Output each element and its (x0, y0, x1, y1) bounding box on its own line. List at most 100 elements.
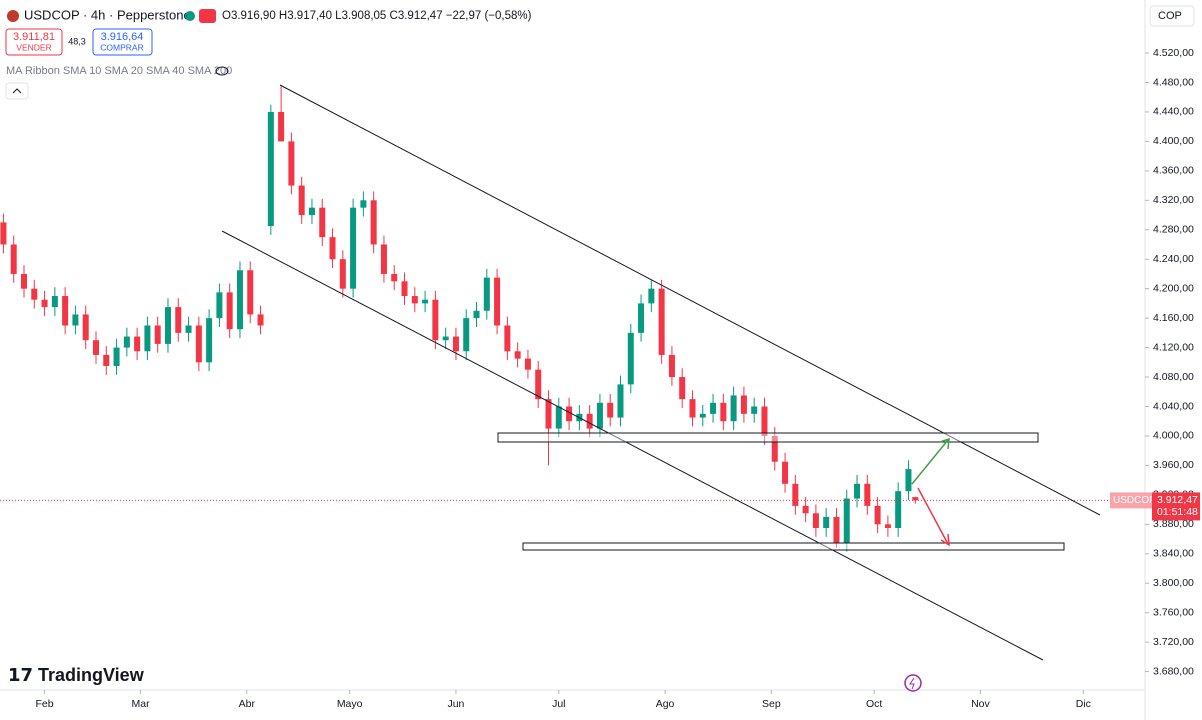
channel-lower (221, 230, 1044, 661)
symbol: USDCOP · 4h · Pepperstone (24, 7, 191, 22)
candle-body (298, 185, 305, 216)
collapse-button[interactable] (5, 82, 29, 100)
buy-button[interactable] (92, 28, 153, 56)
x-tick-label: Abr (239, 698, 256, 710)
brand-logo: 𝟭𝟳 (8, 665, 33, 685)
currency[interactable]: COP (1158, 10, 1182, 22)
candle-body (442, 336, 449, 341)
event-icon[interactable] (904, 674, 922, 692)
x-tick-label: Mayo (337, 698, 363, 710)
candle-body (751, 406, 758, 414)
x-tick-label: Nov (971, 698, 990, 710)
candle-body (854, 483, 861, 499)
candle-body (20, 273, 27, 289)
candle-body (494, 277, 501, 326)
arrows (911, 437, 950, 547)
candle-body (391, 273, 398, 282)
down-arrow (917, 487, 950, 547)
candle-body (154, 325, 161, 344)
candle-body (771, 435, 778, 462)
price-tag-symbol: USDCOP (1113, 495, 1156, 506)
candle-body (730, 395, 737, 422)
candle-body (586, 413, 593, 429)
sell-price[interactable]: 3.911,81 (13, 31, 55, 43)
x-tick-label: Feb (36, 698, 54, 710)
candle-body (710, 402, 717, 414)
candle-body (566, 406, 573, 422)
candle-body (82, 314, 89, 341)
drawings (221, 84, 1101, 661)
candle-body (360, 200, 367, 208)
y-tick-label: 4.000,00 (1153, 430, 1194, 442)
candle-body (0, 222, 7, 245)
candle-body (308, 207, 315, 216)
candle-body (41, 299, 48, 308)
candle-body (329, 237, 336, 260)
candle-body (740, 395, 747, 414)
candle-body (823, 516, 830, 528)
sell-button[interactable] (5, 28, 63, 56)
brand: TradingView (38, 665, 145, 685)
candle-body (206, 318, 213, 363)
y-tick-label: 3.760,00 (1153, 606, 1194, 618)
candle-body (524, 358, 531, 370)
buy-price[interactable]: 3.916,64 (101, 31, 144, 43)
candle-body (339, 259, 346, 289)
candle-body (62, 296, 69, 326)
candle-body (247, 270, 254, 315)
candle-body (483, 277, 490, 311)
y-tick-label: 3.720,00 (1153, 636, 1194, 648)
y-tick-label: 4.400,00 (1153, 135, 1194, 147)
visibility-icon[interactable] (215, 66, 229, 76)
plot (0, 86, 1145, 552)
status-badge[interactable] (199, 9, 216, 23)
candle-body (473, 310, 480, 319)
y-tick-label: 3.880,00 (1153, 518, 1194, 530)
candle-body (545, 399, 552, 429)
y-tick-label: 3.800,00 (1153, 577, 1194, 589)
candle-body (51, 296, 58, 308)
channel-upper (279, 84, 1101, 516)
x-tick-label: Oct (866, 698, 882, 710)
candle-body (689, 399, 696, 418)
y-tick-label: 4.080,00 (1153, 371, 1194, 383)
currency-button[interactable] (1149, 5, 1195, 27)
candle-body (236, 270, 243, 330)
candle-body (350, 207, 357, 289)
price-tag-value: 3.912,47 (1157, 494, 1198, 506)
price-tag-box (1152, 492, 1200, 521)
sell-label[interactable]: VENDER (16, 42, 51, 52)
y-tick-label: 4.160,00 (1153, 312, 1194, 324)
y-tick-label: 4.520,00 (1153, 47, 1194, 59)
candle-body (884, 524, 891, 528)
buy-label[interactable]: COMPRAR (100, 42, 143, 52)
candle-body (782, 461, 789, 484)
y-tick-label: 4.360,00 (1153, 165, 1194, 177)
indicator-legend: MA Ribbon SMA 10 SMA 20 SMA 40 SMA 200 (6, 65, 232, 77)
candle-body (10, 244, 17, 274)
candle-body (761, 406, 768, 436)
candle-body (123, 336, 130, 348)
price-tag-timer: 01:51:48 (1157, 506, 1198, 518)
candle-body (504, 325, 511, 352)
candle-body (802, 505, 809, 514)
candle-body (370, 200, 377, 245)
candle-body (463, 318, 470, 352)
candle-body (555, 406, 562, 429)
y-tick-label: 3.960,00 (1153, 459, 1194, 471)
candle-body (648, 288, 655, 304)
candle-body (113, 347, 120, 366)
price-tag-symbol-box (1110, 492, 1152, 509)
market-status (185, 11, 195, 21)
support-zone (522, 542, 1065, 551)
candle-body (103, 354, 110, 366)
y-tick-label: 3.680,00 (1153, 665, 1194, 677)
candle-body (905, 469, 912, 492)
collapse-icon (12, 88, 22, 94)
x-tick-label: Sep (762, 698, 781, 710)
candle-body (278, 111, 285, 142)
candle-body (185, 325, 192, 333)
candle-body (134, 336, 141, 352)
